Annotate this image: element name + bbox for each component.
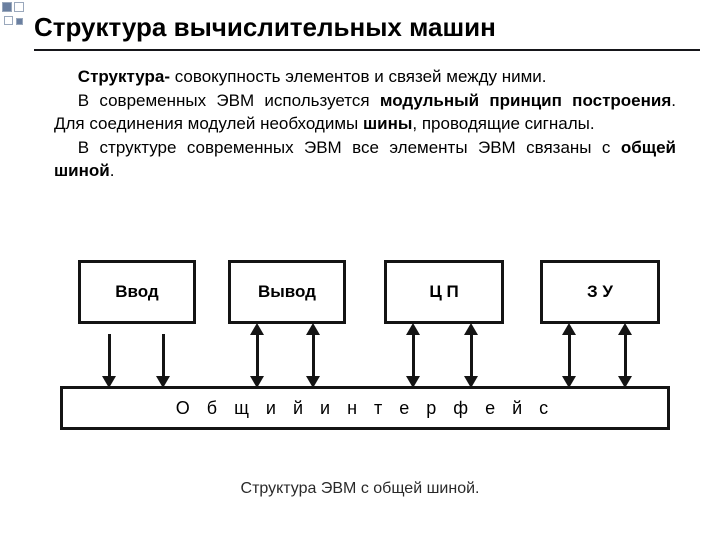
block-mem: З У: [540, 260, 660, 324]
decor-square-outline: [14, 2, 24, 12]
connector-line: [568, 334, 571, 378]
arrowhead-down-icon: [406, 376, 420, 388]
paragraph-1: Структура- совокупность элементов и связ…: [54, 66, 676, 88]
diagram-caption: Структура ЭВМ с общей шиной.: [0, 480, 720, 498]
arrowhead-down-icon: [618, 376, 632, 388]
p1-rest: совокупность элементов и связей между ни…: [170, 67, 547, 86]
connector-line: [312, 334, 315, 378]
arrowhead-up-icon: [306, 323, 320, 335]
bus-structure-diagram: Ввод Вывод Ц П З У О б щ и й и н т е р ф е й…: [60, 260, 670, 480]
common-bus: О б щ и й и н т е р ф е й с: [60, 386, 670, 430]
slide-title: Структура вычислительных машин: [34, 12, 700, 51]
paragraph-3: В структуре современных ЭВМ все элементы…: [54, 137, 676, 182]
connector-line: [162, 334, 165, 378]
p2-e: , проводящие сигналы.: [412, 114, 594, 133]
term-bus: шины: [363, 114, 412, 133]
p3-c: .: [110, 161, 115, 180]
arrowhead-up-icon: [618, 323, 632, 335]
arrowhead-up-icon: [464, 323, 478, 335]
connector-line: [624, 334, 627, 378]
block-in: Ввод: [78, 260, 196, 324]
connector-line: [256, 334, 259, 378]
connector-line: [108, 334, 111, 378]
decor-square-filled: [16, 18, 23, 25]
p2-a: В современных ЭВМ используется: [78, 91, 380, 110]
arrowhead-down-icon: [306, 376, 320, 388]
term-structure: Структура-: [78, 67, 170, 86]
decor-square-outline: [4, 16, 13, 25]
slide-corner-decor: [0, 0, 30, 30]
paragraph-2: В современных ЭВМ используется модульный…: [54, 90, 676, 135]
connector-line: [470, 334, 473, 378]
arrowhead-up-icon: [406, 323, 420, 335]
arrowhead-up-icon: [250, 323, 264, 335]
term-modular: модульный принцип построения: [380, 91, 671, 110]
arrowhead-down-icon: [250, 376, 264, 388]
block-out: Вывод: [228, 260, 346, 324]
p3-a: В структуре современных ЭВМ все элементы…: [78, 138, 621, 157]
arrowhead-up-icon: [562, 323, 576, 335]
block-cpu: Ц П: [384, 260, 504, 324]
arrowhead-down-icon: [156, 376, 170, 388]
arrowhead-down-icon: [102, 376, 116, 388]
decor-square-filled: [2, 2, 12, 12]
body-text: Структура- совокупность элементов и связ…: [54, 66, 676, 184]
arrowhead-down-icon: [464, 376, 478, 388]
arrowhead-down-icon: [562, 376, 576, 388]
connector-line: [412, 334, 415, 378]
